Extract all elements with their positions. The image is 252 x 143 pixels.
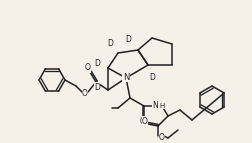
Text: N: N xyxy=(123,73,129,82)
Text: O: O xyxy=(140,118,146,127)
Text: D: D xyxy=(125,35,131,44)
Text: O: O xyxy=(159,133,165,142)
Text: O: O xyxy=(142,117,148,126)
Text: O: O xyxy=(82,90,88,99)
Text: D: D xyxy=(107,39,113,48)
Text: D: D xyxy=(94,83,100,92)
Text: N: N xyxy=(152,102,158,111)
Text: O: O xyxy=(85,63,91,73)
Text: D: D xyxy=(149,74,155,83)
Text: H: H xyxy=(159,103,165,109)
Text: D: D xyxy=(94,58,100,67)
